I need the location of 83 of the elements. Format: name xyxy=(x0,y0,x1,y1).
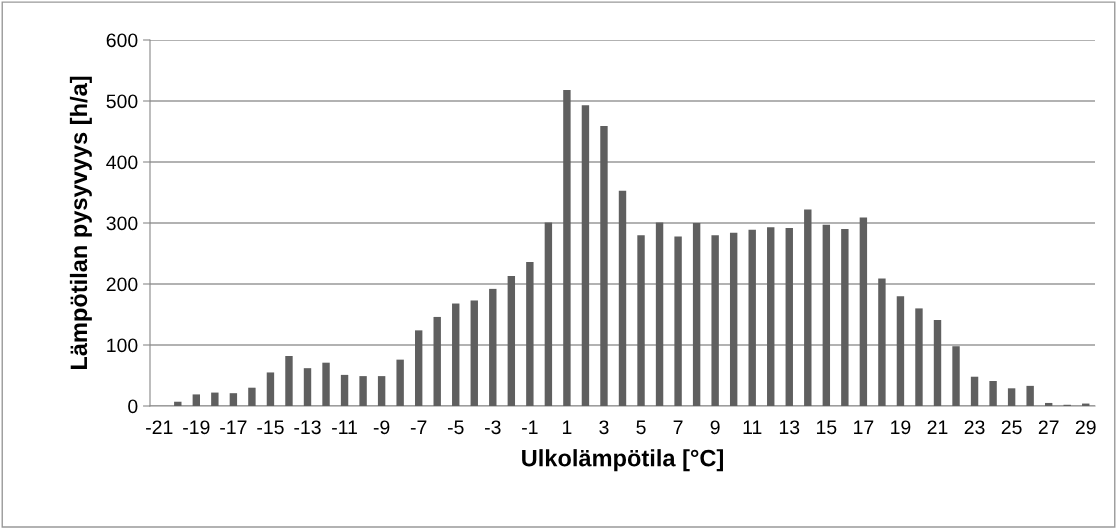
bar xyxy=(989,380,997,406)
bar xyxy=(637,235,645,406)
bar xyxy=(1044,402,1053,406)
bar xyxy=(526,262,534,406)
x-tick-label: 19 xyxy=(891,420,911,435)
bar xyxy=(822,224,831,406)
y-tick-label: 500 xyxy=(106,94,138,109)
bar xyxy=(303,368,312,406)
bar xyxy=(859,217,868,406)
bar xyxy=(266,372,275,406)
x-tick-label: -13 xyxy=(294,420,321,435)
bar xyxy=(618,190,627,406)
bar xyxy=(340,374,349,406)
bar xyxy=(711,235,719,406)
x-tick-label: 5 xyxy=(636,420,646,435)
bar xyxy=(507,276,516,406)
bar xyxy=(581,105,590,406)
x-tick-label: -9 xyxy=(373,420,390,435)
bar xyxy=(767,227,775,406)
bar xyxy=(174,401,182,406)
x-tick-label: 21 xyxy=(927,420,948,434)
x-tick-label: -17 xyxy=(220,420,247,434)
bar xyxy=(377,376,386,406)
x-tick-label: -1 xyxy=(522,420,538,434)
bar xyxy=(729,232,738,406)
bar xyxy=(322,362,330,406)
x-tick-label: 25 xyxy=(1001,420,1022,435)
x-tick-label: -11 xyxy=(332,420,357,434)
x-tick-label: -5 xyxy=(447,420,464,435)
x-tick-label: 3 xyxy=(599,420,609,435)
x-tick-label: 11 xyxy=(743,420,762,434)
bar xyxy=(433,316,441,406)
x-tick-label: -19 xyxy=(183,420,210,435)
x-tick-label: 7 xyxy=(673,420,683,434)
bar xyxy=(1007,388,1016,406)
bar xyxy=(674,236,682,406)
y-tick-label: 100 xyxy=(107,338,138,353)
y-tick-label: 300 xyxy=(106,216,138,231)
x-tick-label: -3 xyxy=(485,420,501,435)
x-tick-label: -7 xyxy=(410,420,427,434)
x-tick-label: 9 xyxy=(710,420,720,435)
bar xyxy=(841,229,849,406)
bar xyxy=(563,90,571,406)
bar xyxy=(692,223,701,406)
bar xyxy=(248,387,256,406)
x-tick-label: 15 xyxy=(816,420,837,435)
bar xyxy=(896,296,905,406)
bar xyxy=(970,376,979,406)
bar xyxy=(211,392,219,406)
bar xyxy=(785,227,793,406)
y-axis-title: Lämpötilan pysyvyys [h/a] xyxy=(69,76,92,370)
x-tick-label: 23 xyxy=(964,420,985,435)
x-tick-label: 29 xyxy=(1075,420,1096,435)
bar xyxy=(414,330,423,406)
bar xyxy=(489,288,497,406)
x-tick-label: -21 xyxy=(146,420,173,434)
bar xyxy=(470,300,478,406)
bar xyxy=(452,303,460,406)
bar xyxy=(359,376,367,406)
bar xyxy=(600,126,608,406)
bar xyxy=(396,359,404,406)
bar xyxy=(1026,385,1034,406)
x-tick-label: 17 xyxy=(854,420,874,434)
bar xyxy=(748,229,756,406)
bar xyxy=(915,308,923,406)
bar xyxy=(544,222,553,406)
x-tick-label: -15 xyxy=(257,420,284,435)
x-tick-label: 1 xyxy=(562,420,572,434)
y-tick-label: 200 xyxy=(106,277,138,292)
y-tick-label: 600 xyxy=(106,33,138,48)
bar xyxy=(933,319,942,406)
bar xyxy=(878,278,886,406)
bar xyxy=(229,393,238,406)
x-tick-label: 27 xyxy=(1038,420,1059,434)
bar xyxy=(804,209,812,406)
y-tick-label: 0 xyxy=(128,399,138,414)
x-tick-label: 13 xyxy=(779,420,800,435)
x-axis-title: Ulkolämpötila [°C] xyxy=(522,449,723,472)
bar xyxy=(655,222,664,406)
y-tick-label: 400 xyxy=(106,155,138,170)
bar xyxy=(285,355,293,406)
bar xyxy=(952,346,960,406)
bar xyxy=(192,394,201,406)
